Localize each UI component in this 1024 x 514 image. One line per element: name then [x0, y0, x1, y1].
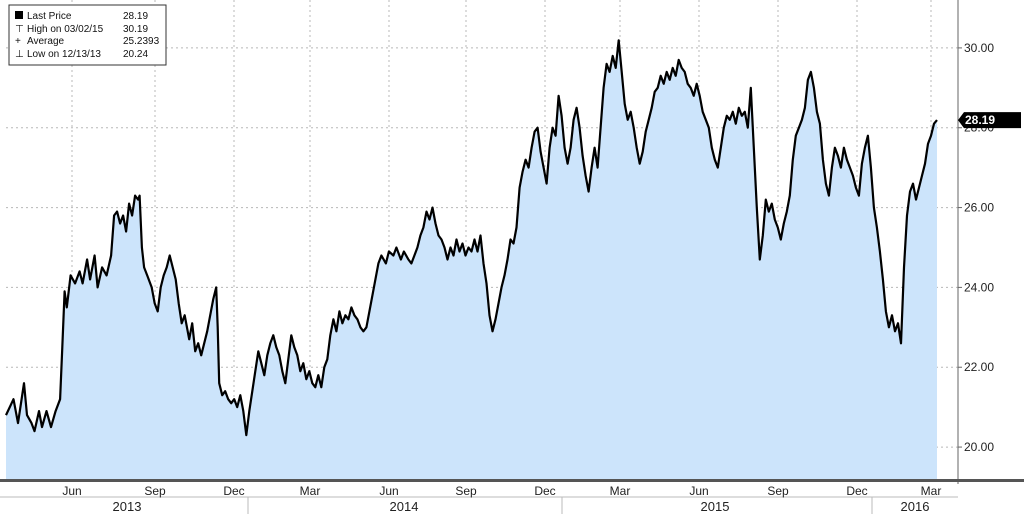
- x-tick-label-4: Jun: [379, 484, 398, 498]
- year-label-3: 2016: [901, 499, 930, 514]
- x-tick-label-3: Mar: [300, 484, 321, 498]
- price-tag-text: 28.19: [965, 113, 995, 127]
- legend-low-label: Low on 12/13/13: [27, 49, 101, 60]
- x-tick-label-2: Dec: [223, 484, 244, 498]
- legend-last-price-value: 28.19: [123, 11, 148, 22]
- price-line: [5, 39, 938, 437]
- y-tick-label-5: 30.00: [964, 41, 994, 55]
- y-tick-label-0: 20.00: [964, 440, 994, 454]
- y-tick-label-3: 26.00: [964, 201, 994, 215]
- year-label-2: 2015: [701, 499, 730, 514]
- x-tick-label-7: Mar: [610, 484, 631, 498]
- high-marker-icon: ⊤: [15, 24, 24, 35]
- year-labels: 2013 2014 2015 2016: [113, 499, 930, 514]
- x-tick-label-5: Sep: [455, 484, 477, 498]
- x-tick-label-0: Jun: [62, 484, 81, 498]
- last-price-marker-icon: [15, 11, 23, 19]
- legend-low-value: 20.24: [123, 49, 148, 60]
- y-tick-label-1: 22.00: [964, 360, 994, 374]
- legend-last-price-label: Last Price: [27, 11, 72, 22]
- average-marker-icon: +: [15, 36, 21, 47]
- legend-high-label: High on 03/02/15: [27, 24, 104, 35]
- y-tick-label-2: 24.00: [964, 280, 994, 294]
- price-tag-background: [958, 112, 1021, 129]
- x-tick-label-8: Jun: [689, 484, 708, 498]
- year-label-1: 2014: [390, 499, 419, 514]
- low-marker-icon: ⊥: [15, 49, 24, 60]
- price-area-fill: [6, 40, 937, 480]
- legend-high-value: 30.19: [123, 24, 148, 35]
- last-price-tag: 28.19: [958, 112, 1021, 129]
- legend-average-value: 25.2393: [123, 36, 160, 47]
- x-tick-label-1: Sep: [144, 484, 166, 498]
- x-tick-label-6: Dec: [534, 484, 555, 498]
- legend-box: [8, 4, 167, 66]
- x-tick-label-9: Sep: [767, 484, 789, 498]
- x-axis-ticks: Jun Sep Dec Mar Jun Sep Dec Mar Jun Sep Dec Mar: [62, 484, 941, 498]
- legend-average-label: Average: [27, 36, 65, 47]
- x-tick-label-10: Dec: [846, 484, 867, 498]
- x-axis-band: [0, 479, 1024, 482]
- x-tick-label-11: Mar: [921, 484, 942, 498]
- legend: Last Price 28.19 ⊤ High on 03/02/15 30.1…: [8, 4, 167, 66]
- year-label-0: 2013: [113, 499, 142, 514]
